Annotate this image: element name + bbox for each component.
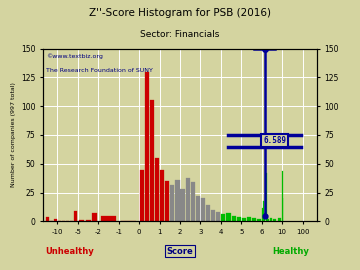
Bar xyxy=(79,220,84,221)
Bar xyxy=(216,212,220,221)
Bar xyxy=(237,217,241,221)
Bar xyxy=(150,100,154,221)
Bar xyxy=(46,217,49,221)
Text: Unhealthy: Unhealthy xyxy=(45,247,94,256)
Bar xyxy=(101,216,116,221)
Bar xyxy=(257,219,261,221)
Bar xyxy=(252,218,256,221)
Bar xyxy=(264,213,265,221)
Bar xyxy=(266,173,267,221)
Bar xyxy=(282,171,283,221)
Text: Sector: Financials: Sector: Financials xyxy=(140,30,220,39)
Bar xyxy=(268,219,269,221)
Bar xyxy=(180,189,185,221)
Text: ©www.textbiz.org: ©www.textbiz.org xyxy=(46,54,103,59)
Bar xyxy=(201,198,205,221)
Bar xyxy=(267,218,268,221)
Bar xyxy=(140,170,144,221)
Bar xyxy=(186,178,190,221)
Bar xyxy=(160,170,164,221)
Text: Healthy: Healthy xyxy=(273,247,310,256)
Bar xyxy=(262,208,263,221)
Bar xyxy=(247,217,251,221)
Text: Score: Score xyxy=(167,247,193,256)
Bar xyxy=(93,213,98,221)
Text: 6.589: 6.589 xyxy=(263,136,287,145)
Bar xyxy=(263,201,264,221)
Bar xyxy=(170,184,174,221)
Bar xyxy=(196,196,200,221)
Bar xyxy=(145,72,149,221)
Bar xyxy=(273,219,276,221)
Bar xyxy=(75,211,77,221)
Bar xyxy=(155,158,159,221)
Bar xyxy=(175,180,180,221)
Bar xyxy=(206,205,210,221)
Text: Z''-Score Histogram for PSB (2016): Z''-Score Histogram for PSB (2016) xyxy=(89,8,271,18)
Bar xyxy=(211,210,215,221)
Bar xyxy=(54,219,57,221)
Bar xyxy=(242,218,246,221)
Bar xyxy=(270,218,272,221)
Bar xyxy=(86,220,91,221)
Bar xyxy=(191,182,195,221)
Bar xyxy=(278,218,282,221)
Bar xyxy=(226,213,230,221)
Text: The Research Foundation of SUNY: The Research Foundation of SUNY xyxy=(46,68,153,73)
Bar xyxy=(165,181,169,221)
Y-axis label: Number of companies (997 total): Number of companies (997 total) xyxy=(10,83,15,187)
Bar xyxy=(221,214,225,221)
Bar xyxy=(231,216,236,221)
